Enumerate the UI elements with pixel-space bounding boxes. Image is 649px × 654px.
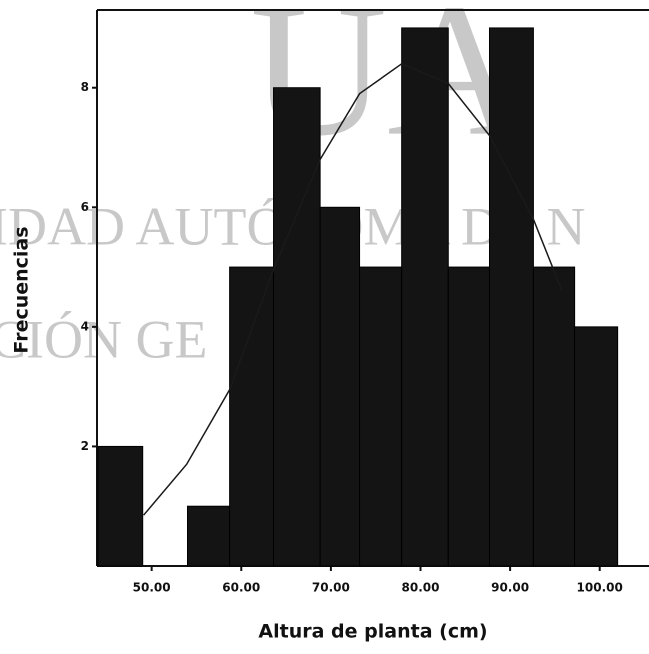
x-tick-label: 90.00 [491,581,529,595]
y-tick-label: 4 [81,319,89,333]
bar [97,445,144,567]
x-tick-label: 80.00 [402,581,440,595]
bar [574,326,619,567]
y-tick-label: 6 [81,200,89,214]
x-tick-label: 70.00 [312,581,350,595]
bar [532,266,576,567]
bar [488,27,534,567]
bar [229,266,275,567]
bar [359,266,403,567]
x-tick-label: 100.00 [577,581,623,595]
y-axis-label: Frecuencias [11,226,33,353]
bar [273,87,321,567]
y-tick-label: 2 [81,439,89,453]
bar [187,505,231,567]
x-axis-label: Altura de planta (cm) [258,621,487,643]
normal-curve [143,62,563,516]
watermark: CIÓN GE [0,309,207,369]
bar [447,266,490,567]
bar [401,27,449,567]
x-tick-label: 50.00 [133,581,171,595]
y-tick-label: 8 [81,80,89,94]
plot-area: 2 4 6 8 50.00 60.00 70.00 80.00 90.00 100.00 [81,9,649,595]
x-tick-label: 60.00 [222,581,260,595]
bar [319,206,361,567]
